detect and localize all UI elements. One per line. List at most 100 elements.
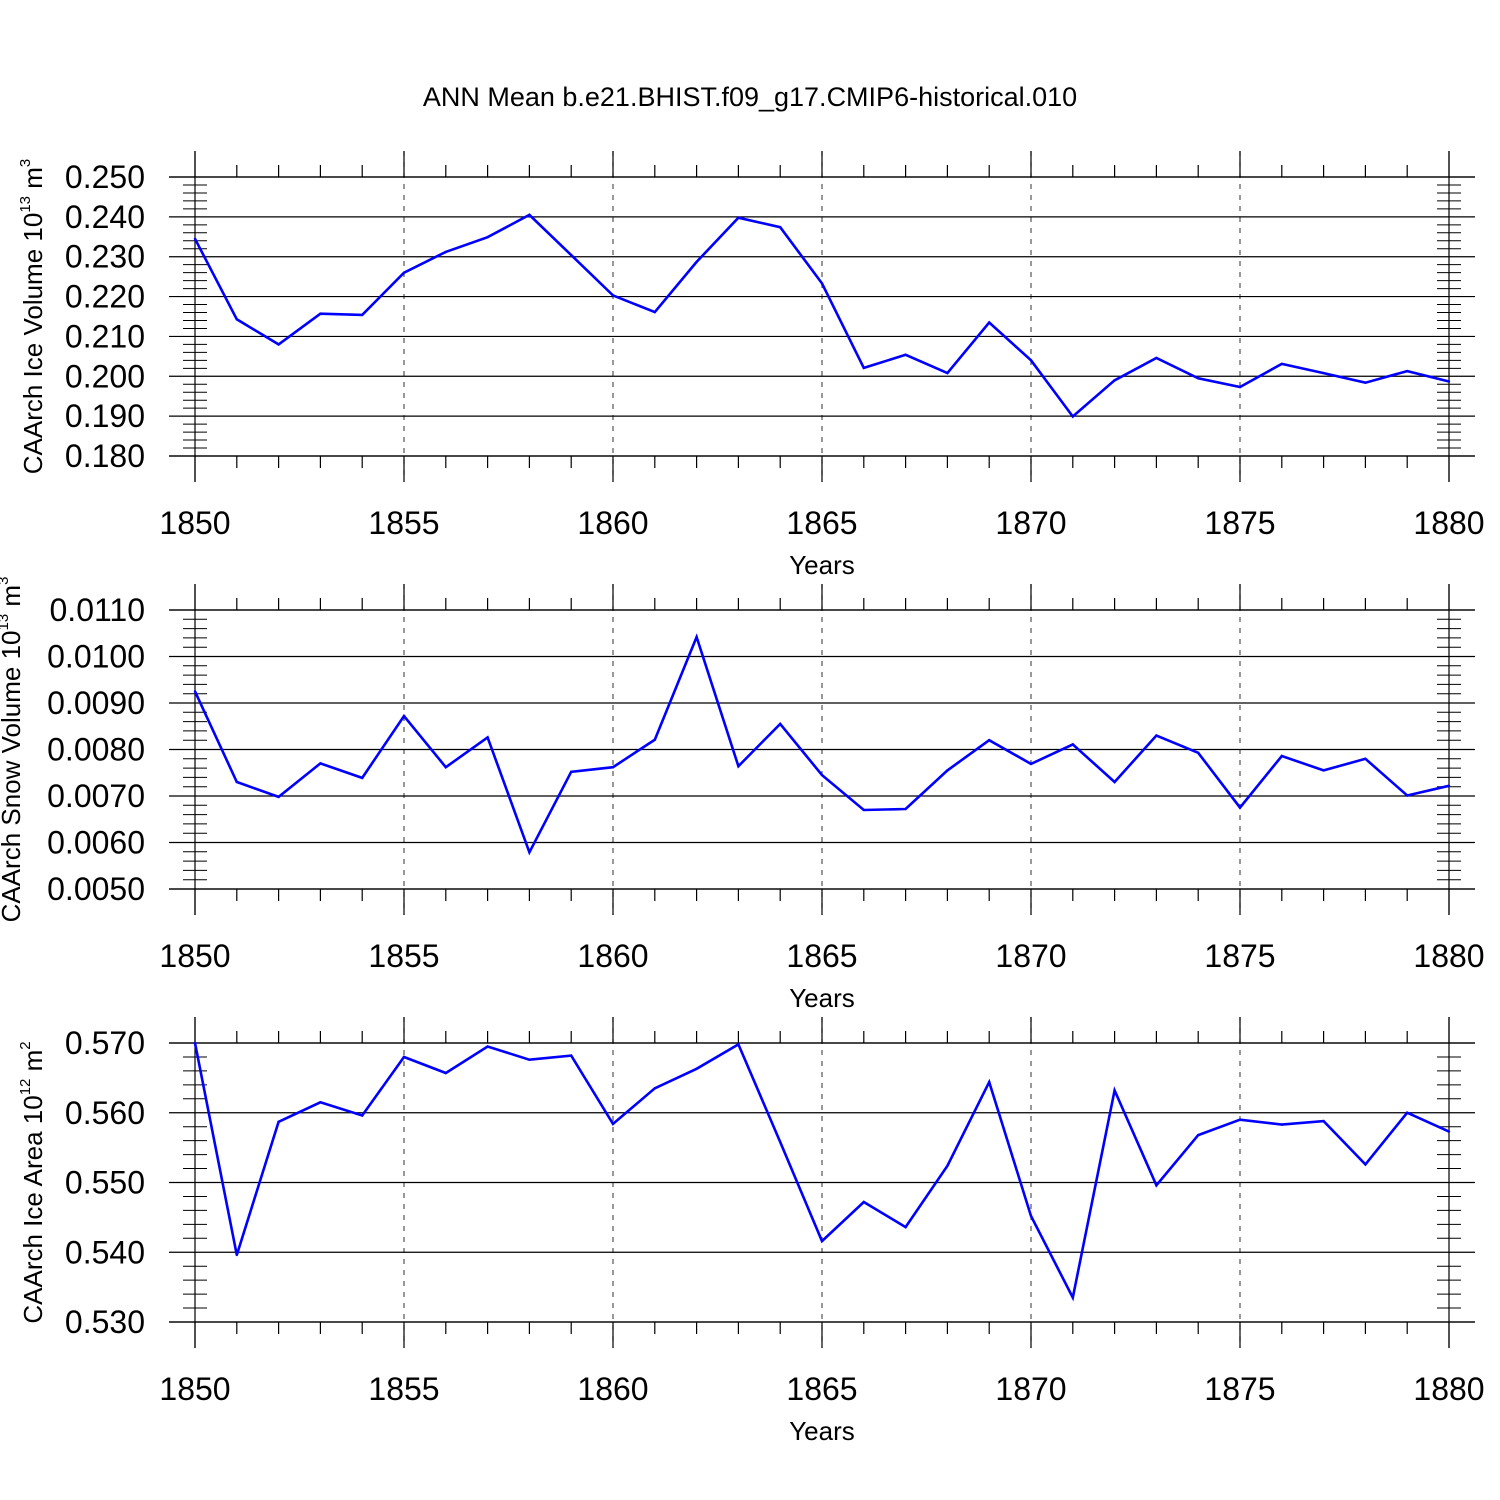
data-point [988, 739, 991, 742]
data-point [193, 1041, 197, 1045]
data-point [653, 738, 656, 741]
y-tick-label: 0.0100 [47, 639, 145, 675]
data-point [570, 253, 573, 257]
data-point [486, 235, 489, 239]
x-tick-label: 1855 [368, 938, 439, 974]
data-point [361, 1114, 364, 1117]
data-point [528, 851, 531, 854]
data-point [611, 294, 615, 297]
data-point [1029, 762, 1033, 766]
data-point [528, 1058, 531, 1061]
data-point [653, 1087, 656, 1090]
data-point [277, 795, 280, 799]
panel-2: 0.0050 0.0060 0.0070 0.0080 0.0090 0.0100 0.01… [0, 577, 1485, 1013]
data-point [1406, 794, 1409, 797]
data-point [1322, 1119, 1325, 1123]
chart-title: ANN Mean b.e21.BHIST.f09_g17.CMIP6-histo… [423, 82, 1077, 112]
data-point [737, 765, 740, 768]
data-point [653, 310, 656, 314]
y-axis-label: CAArch Ice Volume 1013 m3 [17, 159, 48, 475]
data-point [988, 321, 991, 324]
y-tick-label: 0.220 [65, 279, 145, 315]
y-tick-label: 0.0060 [47, 825, 145, 861]
data-point [193, 690, 197, 693]
data-point [444, 765, 447, 769]
data-point [820, 773, 824, 777]
data-point [1238, 1118, 1242, 1121]
data-point [1322, 371, 1325, 375]
x-tick-label: 1850 [159, 1371, 230, 1407]
y-tick-label: 0.0050 [47, 871, 145, 907]
data-point [779, 1140, 782, 1144]
series-line [193, 633, 1450, 856]
data-point [444, 250, 447, 254]
data-point [1406, 1111, 1409, 1114]
data-point [1447, 380, 1451, 383]
data-point [1280, 1123, 1284, 1126]
data-point [1071, 743, 1075, 746]
data-point [1364, 757, 1367, 760]
data-point [1071, 1296, 1075, 1299]
x-axis-label: Years [789, 1416, 855, 1446]
y-tick-label: 0.200 [65, 358, 145, 394]
data-point [361, 776, 364, 780]
y-tick-label: 0.0080 [47, 732, 145, 768]
data-point [402, 1055, 406, 1059]
x-tick-label: 1860 [577, 505, 648, 541]
data-point [486, 1045, 489, 1048]
data-point [946, 1164, 949, 1167]
x-axis-label: Years [789, 983, 855, 1013]
data-point [862, 1200, 865, 1204]
y-tick-label: 0.190 [65, 398, 145, 434]
y-tick-label: 0.570 [65, 1025, 145, 1061]
data-point [988, 1080, 991, 1084]
data-point [1238, 385, 1242, 389]
data-point [277, 343, 280, 346]
data-point [1280, 362, 1284, 366]
x-tick-label: 1855 [368, 1371, 439, 1407]
data-point [1155, 734, 1158, 737]
x-tick-label: 1880 [1413, 505, 1484, 541]
x-tick-label: 1850 [159, 938, 230, 974]
data-point [946, 371, 949, 375]
data-point [779, 226, 782, 229]
data-point [486, 736, 489, 739]
y-tick-label: 0.530 [65, 1304, 145, 1340]
data-point [737, 216, 740, 219]
y-tick-label: 0.550 [65, 1165, 145, 1201]
data-point [862, 366, 865, 370]
x-tick-label: 1860 [577, 1371, 648, 1407]
data-point [1197, 751, 1200, 754]
data-point [1029, 359, 1033, 362]
data-point [319, 1101, 322, 1104]
data-point [1029, 1214, 1033, 1218]
data-point [862, 808, 865, 812]
x-tick-label: 1850 [159, 505, 230, 541]
x-tick-label: 1870 [995, 938, 1066, 974]
y-axis-label: CAArch Snow Volume 1013 m3 [0, 577, 26, 923]
data-point [1113, 379, 1116, 382]
y-tick-label: 0.0110 [50, 592, 146, 628]
data-point [1155, 356, 1158, 360]
data-point [235, 318, 238, 321]
data-point [319, 312, 322, 315]
y-tick-label: 0.210 [65, 318, 145, 354]
data-point [361, 313, 364, 317]
data-point [1364, 1163, 1367, 1166]
x-tick-label: 1870 [995, 505, 1066, 541]
data-point [235, 1253, 238, 1257]
data-point [1406, 369, 1409, 373]
data-point [1364, 381, 1367, 384]
data-point [570, 1054, 573, 1057]
y-tick-label: 0.560 [65, 1095, 145, 1131]
data-point [611, 1122, 615, 1126]
y-tick-label: 0.0090 [47, 685, 145, 721]
data-point [1113, 1089, 1116, 1092]
data-point [904, 1225, 907, 1229]
x-axis-label: Years [789, 550, 855, 580]
data-point [611, 765, 615, 769]
data-point [402, 271, 406, 274]
